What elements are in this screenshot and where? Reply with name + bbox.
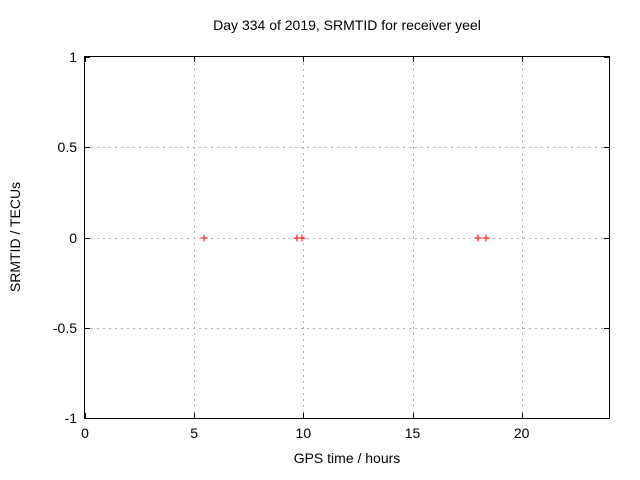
x-tick-mark — [521, 413, 523, 418]
y-tick-mark — [604, 147, 609, 149]
plot-area: 0 5 10 15 20 1 0.5 0 -0.5 -1 — [53, 49, 610, 441]
x-tick-mark — [303, 57, 305, 62]
data-point-marker — [200, 234, 208, 241]
y-tick-mark — [85, 57, 90, 58]
x-tick-label: 0 — [81, 425, 89, 441]
y-axis-label: SRMTID / TECUs — [7, 181, 23, 293]
y-tick-mark — [85, 327, 90, 329]
x-tick-mark — [521, 57, 523, 62]
x-tick-label: 10 — [295, 425, 312, 441]
gridline-horizontal — [85, 327, 609, 329]
data-point-marker — [293, 234, 301, 241]
y-tick-mark — [85, 237, 90, 239]
y-tick-label: 0 — [69, 229, 77, 246]
chart-title: Day 334 of 2019, SRMTID for receiver yee… — [213, 17, 481, 33]
x-tick-mark — [194, 57, 196, 62]
data-point-marker — [482, 234, 490, 241]
x-tick-mark — [412, 413, 414, 418]
y-tick-mark — [85, 147, 90, 149]
y-tick-label: -0.5 — [52, 319, 77, 336]
x-tick-mark — [303, 413, 305, 418]
y-tick-label: -1 — [64, 410, 77, 426]
x-axis-label: GPS time / hours — [293, 450, 401, 466]
x-tick-mark — [412, 57, 414, 62]
y-tick-label: 0.5 — [57, 139, 77, 156]
data-point-marker — [298, 234, 306, 241]
y-tick-mark — [85, 418, 90, 419]
y-tick-mark — [604, 327, 609, 329]
x-tick-mark — [85, 57, 86, 62]
gridline-horizontal — [85, 237, 609, 239]
x-tick-mark — [85, 413, 86, 418]
data-point-marker — [474, 234, 482, 241]
x-tick-mark — [194, 413, 196, 418]
gridline-horizontal — [85, 147, 609, 149]
y-tick-mark — [604, 418, 609, 419]
x-tick-label: 5 — [190, 425, 199, 441]
x-tick-label: 20 — [513, 425, 530, 441]
y-tick-mark — [604, 237, 609, 239]
y-tick-mark — [604, 57, 609, 58]
y-tick-label: 1 — [69, 49, 77, 65]
x-tick-label: 15 — [404, 425, 421, 441]
